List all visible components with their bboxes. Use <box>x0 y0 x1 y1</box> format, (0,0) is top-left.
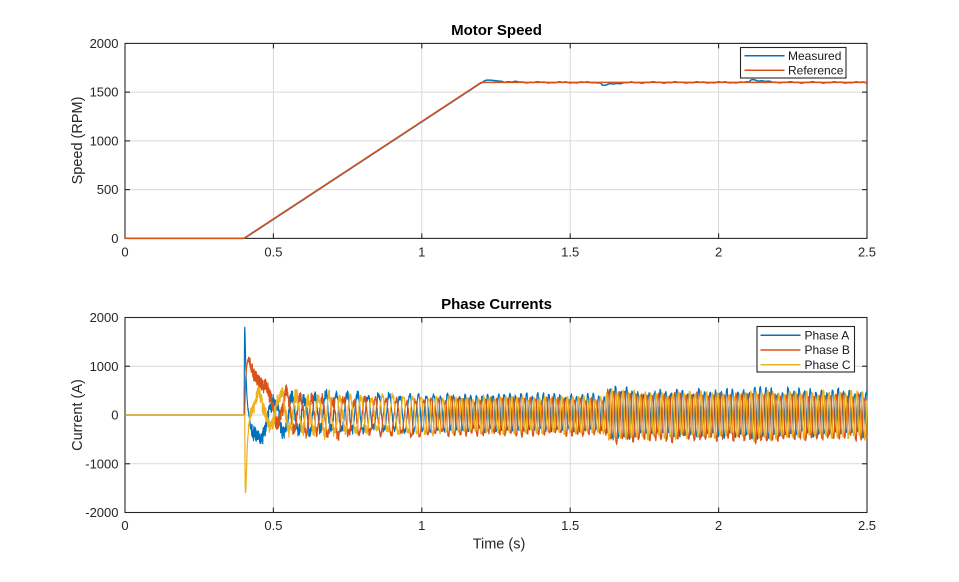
svg-text:0.5: 0.5 <box>264 518 282 533</box>
svg-text:Phase B: Phase B <box>805 343 850 357</box>
svg-text:0: 0 <box>121 518 128 533</box>
svg-text:1: 1 <box>418 518 425 533</box>
svg-text:0: 0 <box>111 231 118 246</box>
svg-text:Measured: Measured <box>788 49 841 63</box>
svg-text:500: 500 <box>97 182 119 197</box>
svg-text:Phase A: Phase A <box>805 329 850 343</box>
svg-text:Reference: Reference <box>788 64 844 78</box>
svg-text:2: 2 <box>715 245 722 260</box>
svg-text:1: 1 <box>418 245 425 260</box>
svg-text:1.5: 1.5 <box>561 518 579 533</box>
svg-text:-2000: -2000 <box>85 505 118 520</box>
svg-text:2.5: 2.5 <box>858 245 876 260</box>
svg-text:0.5: 0.5 <box>264 245 282 260</box>
svg-text:1000: 1000 <box>90 359 119 374</box>
svg-text:0: 0 <box>111 408 118 423</box>
svg-text:1500: 1500 <box>90 85 119 100</box>
svg-text:2.5: 2.5 <box>858 518 876 533</box>
svg-text:Current (A): Current (A) <box>70 379 86 451</box>
svg-text:2000: 2000 <box>90 36 119 51</box>
svg-text:Speed (RPM): Speed (RPM) <box>70 97 86 185</box>
svg-text:2000: 2000 <box>90 310 119 325</box>
svg-text:Motor Speed: Motor Speed <box>451 22 542 39</box>
svg-text:2: 2 <box>715 518 722 533</box>
svg-text:1.5: 1.5 <box>561 245 579 260</box>
svg-text:Time (s): Time (s) <box>473 537 526 553</box>
svg-text:Phase C: Phase C <box>805 358 851 372</box>
svg-text:-1000: -1000 <box>85 456 118 471</box>
svg-text:0: 0 <box>121 245 128 260</box>
svg-text:Phase Currents: Phase Currents <box>441 296 552 313</box>
svg-text:1000: 1000 <box>90 133 119 148</box>
